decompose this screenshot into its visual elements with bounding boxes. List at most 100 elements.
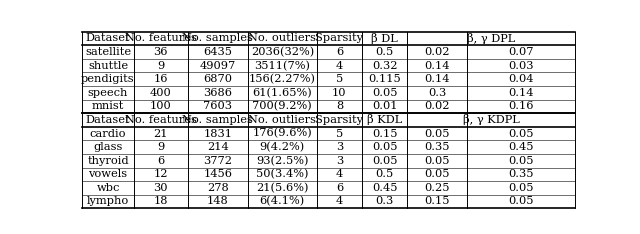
Text: 4: 4: [336, 169, 343, 179]
Text: 176(9.6%): 176(9.6%): [253, 128, 312, 139]
Text: 3772: 3772: [204, 156, 232, 166]
Text: 0.05: 0.05: [372, 88, 397, 98]
Text: 21: 21: [154, 128, 168, 139]
Text: 0.05: 0.05: [424, 169, 450, 179]
Text: 0.35: 0.35: [508, 169, 534, 179]
Text: 0.05: 0.05: [424, 128, 450, 139]
Text: 0.5: 0.5: [376, 169, 394, 179]
Text: speech: speech: [88, 88, 128, 98]
Text: 3: 3: [336, 156, 343, 166]
Text: β, γ DPL: β, γ DPL: [467, 33, 515, 44]
Text: 9(4.2%): 9(4.2%): [260, 142, 305, 152]
Text: 0.25: 0.25: [424, 183, 450, 193]
Text: 0.05: 0.05: [372, 142, 397, 152]
Text: 36: 36: [154, 47, 168, 57]
Text: 0.14: 0.14: [424, 61, 450, 71]
Text: 0.32: 0.32: [372, 61, 397, 71]
Text: 0.05: 0.05: [508, 128, 534, 139]
Text: 0.35: 0.35: [424, 142, 450, 152]
Text: cardio: cardio: [90, 128, 126, 139]
Text: 156(2.27%): 156(2.27%): [249, 74, 316, 84]
Text: 6(4.1%): 6(4.1%): [260, 196, 305, 207]
Text: 18: 18: [154, 197, 168, 206]
Text: 0.07: 0.07: [508, 47, 534, 57]
Text: 278: 278: [207, 183, 228, 193]
Text: 400: 400: [150, 88, 172, 98]
Text: 21(5.6%): 21(5.6%): [256, 183, 308, 193]
Text: 3686: 3686: [204, 88, 232, 98]
Text: 0.14: 0.14: [424, 74, 450, 84]
Text: 16: 16: [154, 74, 168, 84]
Text: Dataset: Dataset: [86, 33, 131, 44]
Text: Sparsity: Sparsity: [316, 33, 364, 44]
Text: β KDL: β KDL: [367, 114, 402, 125]
Text: Dataset: Dataset: [86, 115, 131, 125]
Text: 7603: 7603: [204, 101, 232, 111]
Text: β, γ KDPL: β, γ KDPL: [463, 114, 520, 125]
Text: 30: 30: [154, 183, 168, 193]
Text: 5: 5: [336, 128, 343, 139]
Text: 0.15: 0.15: [372, 128, 397, 139]
Text: 0.02: 0.02: [424, 101, 450, 111]
Text: 0.05: 0.05: [424, 156, 450, 166]
Text: thyroid: thyroid: [87, 156, 129, 166]
Text: 0.02: 0.02: [424, 47, 450, 57]
Text: shuttle: shuttle: [88, 61, 128, 71]
Text: 93(2.5%): 93(2.5%): [256, 156, 308, 166]
Text: 4: 4: [336, 61, 343, 71]
Text: No. outliers: No. outliers: [248, 33, 316, 44]
Text: 50(3.4%): 50(3.4%): [256, 169, 308, 179]
Text: 6: 6: [336, 47, 343, 57]
Text: 214: 214: [207, 142, 228, 152]
Text: β DL: β DL: [371, 33, 398, 44]
Text: vowels: vowels: [88, 169, 127, 179]
Text: No. features: No. features: [125, 115, 196, 125]
Text: wbc: wbc: [97, 183, 120, 193]
Text: 6: 6: [157, 156, 164, 166]
Text: 0.3: 0.3: [428, 88, 446, 98]
Text: mnist: mnist: [92, 101, 124, 111]
Text: 0.15: 0.15: [424, 197, 450, 206]
Text: 700(9.2%): 700(9.2%): [253, 101, 312, 112]
Text: glass: glass: [93, 142, 123, 152]
Text: 49097: 49097: [200, 61, 236, 71]
Text: 148: 148: [207, 197, 228, 206]
Text: No. features: No. features: [125, 33, 196, 44]
Text: No. samples: No. samples: [182, 33, 253, 44]
Text: 0.45: 0.45: [372, 183, 397, 193]
Text: 0.3: 0.3: [376, 197, 394, 206]
Text: satellite: satellite: [85, 47, 131, 57]
Text: 6435: 6435: [204, 47, 232, 57]
Text: No. samples: No. samples: [182, 115, 253, 125]
Text: 0.05: 0.05: [508, 197, 534, 206]
Text: Sparsity: Sparsity: [316, 115, 364, 125]
Text: 100: 100: [150, 101, 172, 111]
Text: 12: 12: [154, 169, 168, 179]
Text: 9: 9: [157, 61, 164, 71]
Text: 3: 3: [336, 142, 343, 152]
Text: pendigits: pendigits: [81, 74, 135, 84]
Text: 8: 8: [336, 101, 343, 111]
Text: 6: 6: [336, 183, 343, 193]
Text: 0.5: 0.5: [376, 47, 394, 57]
Text: 0.05: 0.05: [508, 156, 534, 166]
Text: 0.01: 0.01: [372, 101, 397, 111]
Text: 0.14: 0.14: [508, 88, 534, 98]
Text: 0.05: 0.05: [372, 156, 397, 166]
Text: 5: 5: [336, 74, 343, 84]
Text: lympho: lympho: [87, 197, 129, 206]
Text: 0.16: 0.16: [508, 101, 534, 111]
Text: 0.04: 0.04: [508, 74, 534, 84]
Text: No. outliers: No. outliers: [248, 115, 316, 125]
Text: 2036(32%): 2036(32%): [251, 47, 314, 57]
Text: 0.03: 0.03: [508, 61, 534, 71]
Text: 0.45: 0.45: [508, 142, 534, 152]
Text: 6870: 6870: [204, 74, 232, 84]
Text: 1456: 1456: [204, 169, 232, 179]
Text: 0.05: 0.05: [508, 183, 534, 193]
Text: 61(1.65%): 61(1.65%): [253, 88, 312, 98]
Text: 0.115: 0.115: [368, 74, 401, 84]
Text: 1831: 1831: [204, 128, 232, 139]
Text: 10: 10: [332, 88, 347, 98]
Text: 3511(7%): 3511(7%): [254, 60, 310, 71]
